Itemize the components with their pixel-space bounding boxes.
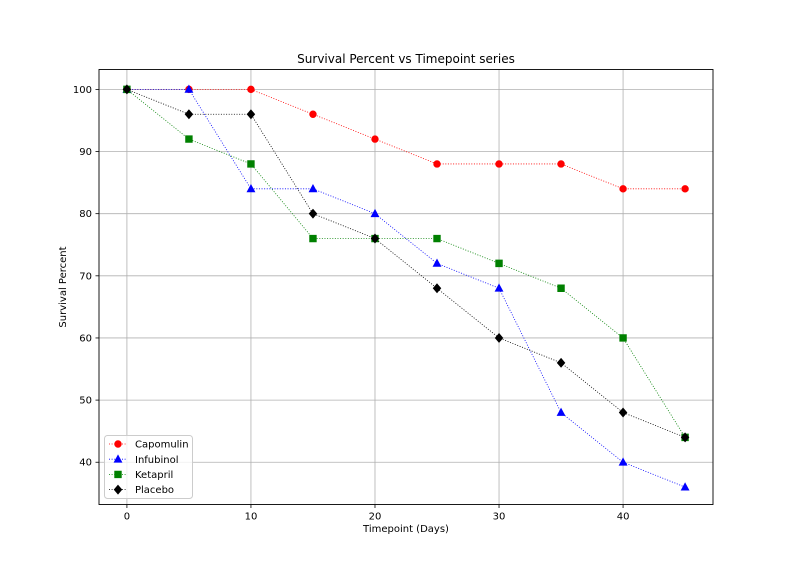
data-point-ketapril (619, 334, 627, 342)
legend-box (104, 435, 193, 499)
chart-title: Survival Percent vs Timepoint series (297, 52, 515, 66)
legend-marker-placebo (113, 484, 123, 495)
data-point-ketapril (557, 284, 565, 292)
data-point-ketapril (433, 234, 441, 243)
legend-marker-ketapril (114, 470, 122, 479)
x-tick-label: 10 (245, 512, 258, 523)
data-point-infubinol (246, 183, 256, 193)
legend-label-infubinol: Infubinol (135, 455, 179, 466)
data-point-placebo (618, 407, 628, 418)
legend-marker-capomulin (114, 440, 122, 448)
x-tick-label: 40 (617, 512, 630, 523)
legend-label-ketapril: Ketapril (135, 470, 173, 481)
legend-entry-placebo: Placebo (109, 484, 174, 496)
data-point-capomulin (247, 85, 255, 94)
y-tick-label: 70 (79, 271, 92, 282)
series-placebo (122, 84, 690, 443)
data-point-infubinol (308, 183, 318, 193)
data-point-infubinol (680, 482, 690, 491)
legend-marker-infubinol (113, 454, 123, 463)
legend-entry-ketapril: Ketapril (109, 470, 173, 481)
data-point-infubinol (618, 457, 628, 466)
data-point-ketapril (495, 259, 503, 268)
y-tick-label: 40 (79, 458, 92, 469)
y-tick-label: 80 (79, 209, 92, 220)
data-point-ketapril (309, 234, 317, 243)
data-point-placebo (122, 84, 132, 95)
data-point-capomulin (371, 135, 379, 143)
x-tick-label: 20 (369, 512, 382, 523)
y-axis-label: Survival Percent (58, 246, 69, 327)
data-point-capomulin (495, 160, 503, 168)
data-point-placebo (246, 109, 256, 120)
legend-label-placebo: Placebo (135, 485, 174, 496)
x-axis-label: Timepoint (Days) (362, 524, 449, 535)
data-point-capomulin (681, 185, 689, 193)
legend: Capomulin Infubinol Ketapril Placebo (104, 435, 193, 499)
data-point-infubinol (556, 407, 566, 416)
data-point-infubinol (494, 283, 504, 292)
data-point-infubinol (370, 208, 380, 218)
x-tick-label: 0 (124, 512, 130, 523)
tick-layer: 0 10 20 30 40 40 50 60 70 80 90 100 (73, 85, 630, 523)
legend-entry-infubinol: Infubinol (109, 454, 179, 466)
legend-entry-capomulin: Capomulin (109, 440, 189, 451)
data-point-infubinol (432, 258, 442, 267)
data-point-placebo (184, 109, 194, 120)
data-point-capomulin (557, 160, 565, 168)
y-tick-label: 50 (79, 396, 92, 407)
data-point-placebo (432, 283, 442, 294)
y-tick-label: 100 (73, 85, 92, 96)
data-point-placebo (494, 332, 504, 343)
series-line-ketapril (126, 89, 686, 438)
series-layer (122, 84, 690, 491)
series-capomulin (123, 85, 689, 193)
data-point-capomulin (309, 110, 317, 118)
data-point-placebo (308, 208, 318, 219)
data-point-placebo (556, 357, 566, 368)
plot-frame (98, 69, 714, 505)
y-tick-label: 60 (79, 333, 92, 344)
legend-label-capomulin: Capomulin (135, 440, 189, 451)
data-point-placebo (680, 432, 690, 443)
data-point-capomulin (433, 160, 441, 168)
data-point-ketapril (185, 135, 193, 143)
data-point-ketapril (247, 160, 255, 168)
y-tick-label: 90 (79, 147, 92, 158)
x-tick-label: 30 (493, 512, 506, 523)
data-point-placebo (370, 233, 380, 244)
data-point-capomulin (619, 185, 627, 193)
data-point-infubinol (184, 84, 194, 93)
series-line-capomulin (126, 88, 686, 190)
